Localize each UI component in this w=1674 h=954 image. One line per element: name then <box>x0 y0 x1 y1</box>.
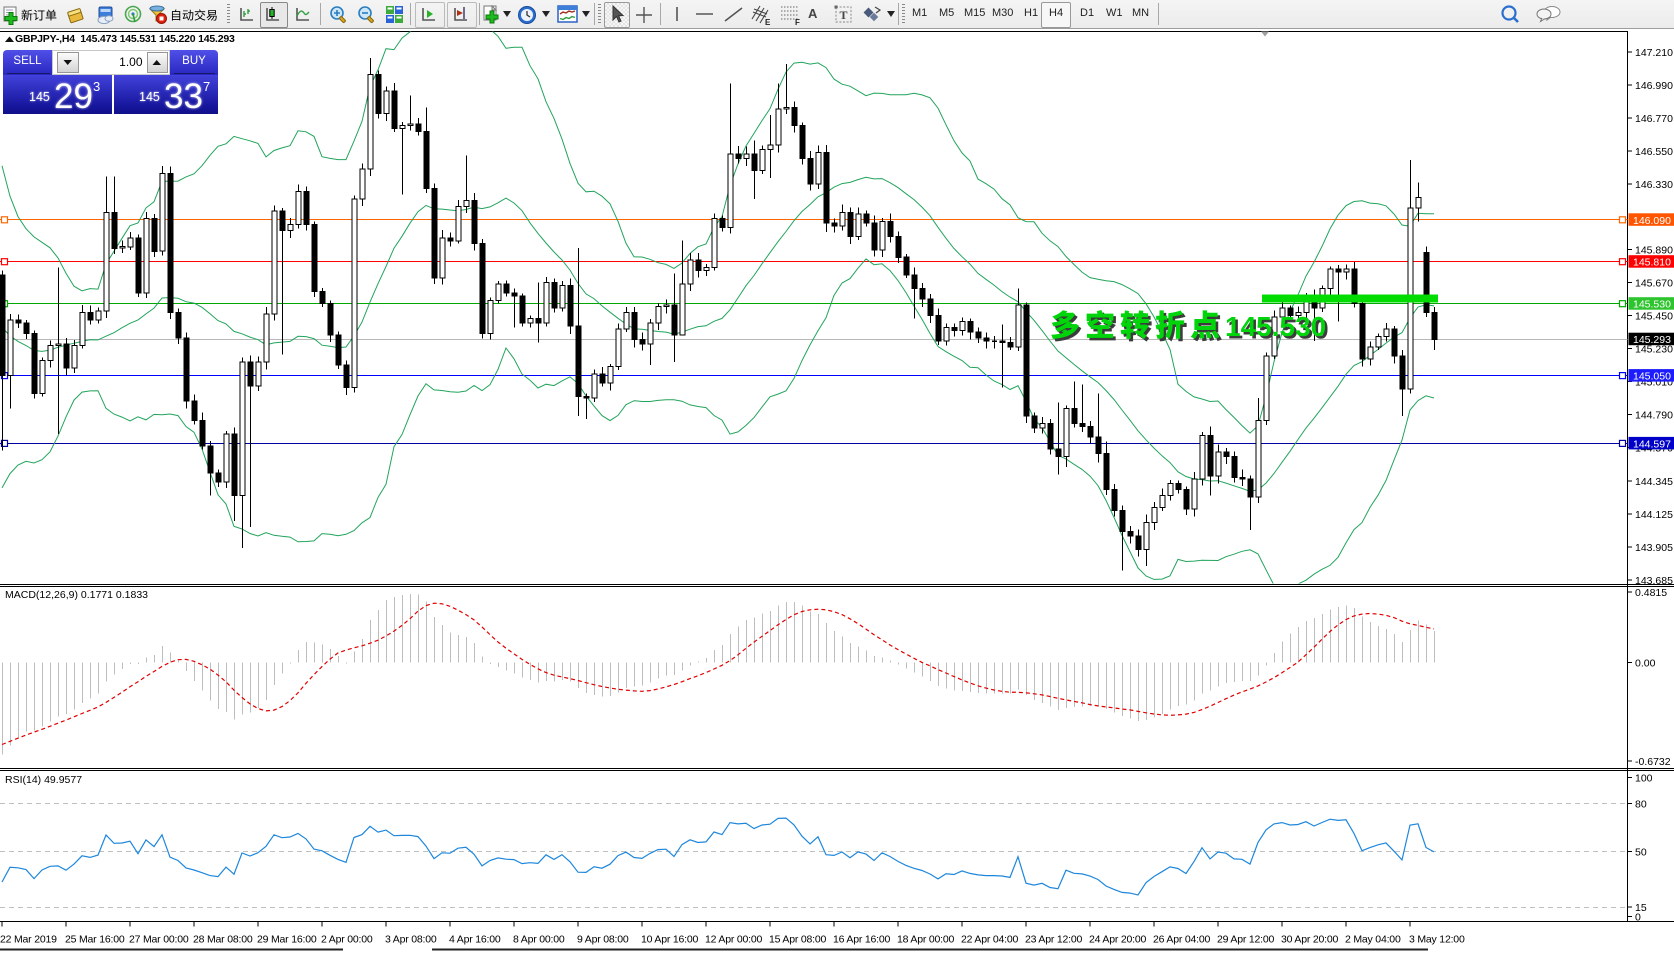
svg-text:27 Mar 00:00: 27 Mar 00:00 <box>129 934 189 946</box>
svg-text:145.050: 145.050 <box>1633 371 1671 383</box>
svg-text:9 Apr 08:00: 9 Apr 08:00 <box>577 934 629 946</box>
svg-text:100: 100 <box>1635 773 1653 785</box>
svg-text:145.670: 145.670 <box>1635 278 1673 290</box>
svg-text:15 Apr 08:00: 15 Apr 08:00 <box>769 934 827 946</box>
svg-text:22 Apr 04:00: 22 Apr 04:00 <box>961 934 1019 946</box>
svg-text:15: 15 <box>1635 902 1647 914</box>
svg-text:144.125: 144.125 <box>1635 509 1673 521</box>
svg-text:146.330: 146.330 <box>1635 179 1673 191</box>
svg-text:0.4815: 0.4815 <box>1635 587 1667 599</box>
svg-text:8 Apr 00:00: 8 Apr 00:00 <box>513 934 565 946</box>
svg-text:80: 80 <box>1635 799 1647 811</box>
svg-text:18 Apr 00:00: 18 Apr 00:00 <box>897 934 955 946</box>
svg-text:12 Apr 00:00: 12 Apr 00:00 <box>705 934 763 946</box>
svg-text:145.530: 145.530 <box>1225 311 1326 342</box>
svg-text:145.230: 145.230 <box>1635 344 1673 356</box>
svg-text:144.345: 144.345 <box>1635 476 1673 488</box>
svg-text:146.550: 146.550 <box>1635 146 1673 158</box>
svg-text:25 Mar 16:00: 25 Mar 16:00 <box>65 934 125 946</box>
svg-text:T: T <box>840 8 848 22</box>
svg-text:F: F <box>795 18 800 26</box>
svg-text:146.990: 146.990 <box>1635 80 1673 92</box>
svg-text:2 Apr 00:00: 2 Apr 00:00 <box>321 934 373 946</box>
svg-text:E: E <box>765 18 771 26</box>
svg-text:145.293: 145.293 <box>1633 334 1671 346</box>
svg-text:RSI(14) 49.9577: RSI(14) 49.9577 <box>5 774 82 786</box>
svg-text:144.790: 144.790 <box>1635 410 1673 422</box>
svg-text:145.810: 145.810 <box>1633 257 1671 269</box>
svg-text:10 Apr 16:00: 10 Apr 16:00 <box>641 934 699 946</box>
svg-text:50: 50 <box>1635 846 1647 858</box>
svg-text:145.530: 145.530 <box>1228 314 1329 345</box>
svg-text:3 May 12:00: 3 May 12:00 <box>1409 934 1465 946</box>
svg-text:145.530: 145.530 <box>1633 299 1671 311</box>
svg-text:145.890: 145.890 <box>1635 245 1673 257</box>
svg-text:4 Apr 16:00: 4 Apr 16:00 <box>449 934 501 946</box>
svg-text:146.770: 146.770 <box>1635 113 1673 125</box>
svg-text:26 Apr 04:00: 26 Apr 04:00 <box>1153 934 1211 946</box>
svg-text:24 Apr 20:00: 24 Apr 20:00 <box>1089 934 1147 946</box>
svg-text:30 Apr 20:00: 30 Apr 20:00 <box>1281 934 1339 946</box>
svg-text:3 Apr 08:00: 3 Apr 08:00 <box>385 934 437 946</box>
svg-text:22 Mar 2019: 22 Mar 2019 <box>0 934 57 946</box>
svg-text:28 Mar 08:00: 28 Mar 08:00 <box>193 934 253 946</box>
svg-text:145.450: 145.450 <box>1635 311 1673 323</box>
svg-text:MACD(12,26,9) 0.1771 0.1833: MACD(12,26,9) 0.1771 0.1833 <box>5 589 148 601</box>
svg-text:143.685: 143.685 <box>1635 575 1673 587</box>
svg-text:147.210: 147.210 <box>1635 47 1673 59</box>
svg-text:-0.6732: -0.6732 <box>1635 756 1671 768</box>
svg-text:23 Apr 12:00: 23 Apr 12:00 <box>1025 934 1083 946</box>
svg-text:146.090: 146.090 <box>1633 215 1671 227</box>
svg-text:29 Mar 16:00: 29 Mar 16:00 <box>257 934 317 946</box>
svg-text:0: 0 <box>1635 912 1641 924</box>
svg-text:143.905: 143.905 <box>1635 542 1673 554</box>
svg-text:0.00: 0.00 <box>1635 658 1656 670</box>
svg-text:144.597: 144.597 <box>1633 438 1671 450</box>
svg-text:2 May 04:00: 2 May 04:00 <box>1345 934 1401 946</box>
svg-text:16 Apr 16:00: 16 Apr 16:00 <box>833 934 891 946</box>
svg-text:29 Apr 12:00: 29 Apr 12:00 <box>1217 934 1275 946</box>
